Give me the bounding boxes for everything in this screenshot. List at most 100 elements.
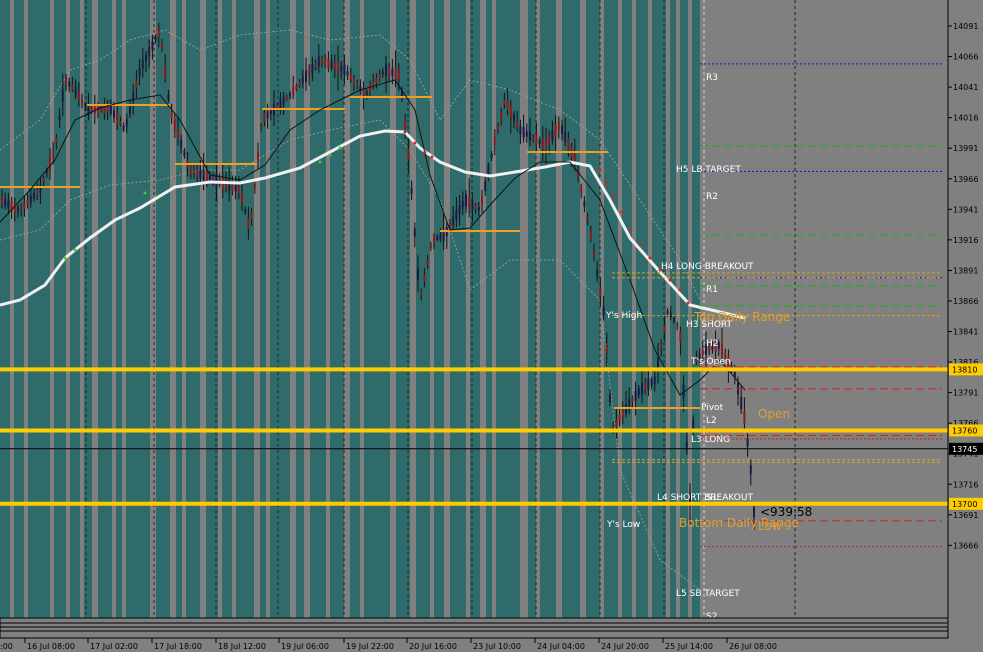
candle-body (669, 312, 672, 317)
candle-body (708, 346, 711, 351)
candle-body (285, 96, 288, 100)
candle-body (545, 138, 547, 150)
candle-body (305, 70, 307, 83)
candle-body (733, 371, 736, 378)
candle-body (727, 356, 730, 368)
ma-green-dot (328, 153, 332, 157)
price-tick-label: 13716 (953, 480, 978, 489)
label-yhigh: Y's High (605, 311, 642, 321)
time-tick-label: 17 Jul 02:00 (90, 642, 138, 651)
session-band (652, 0, 666, 618)
candle-body (397, 69, 400, 80)
candle-body (13, 202, 16, 213)
candle-body (100, 107, 103, 111)
candle-body (154, 37, 157, 41)
candle-body (330, 61, 333, 69)
candle-body (503, 99, 506, 105)
candle-body (7, 199, 10, 209)
candle-body (365, 90, 368, 95)
candle-body (359, 86, 362, 92)
candle-body (497, 125, 499, 131)
session-band (622, 0, 632, 618)
time-tick-label: 20 Jul 16:00 (409, 642, 457, 651)
candle-body (657, 358, 659, 370)
candle-body (356, 83, 359, 87)
candle-body (157, 27, 160, 38)
candle-body (266, 111, 269, 119)
candle-body (260, 125, 263, 129)
price-tick-label: 13991 (953, 144, 978, 153)
price-tag-box (949, 363, 983, 376)
candle-body (583, 201, 586, 207)
white-moving-average (0, 129, 746, 320)
candle-body (589, 230, 592, 240)
candle-body (391, 68, 394, 77)
candle-body (36, 190, 39, 196)
candle-body (724, 353, 727, 358)
candle-body (605, 343, 608, 354)
candle-body (183, 150, 186, 157)
candle-body (650, 379, 653, 386)
candle-body (84, 104, 87, 108)
candle-body (93, 105, 96, 114)
candle-body (378, 74, 381, 80)
candle-body (375, 78, 378, 84)
label-r1: R1 (706, 285, 718, 295)
session-band (296, 0, 304, 618)
price-axis: 14091 14066 14041 14016 13991 13966 13941 13916… (948, 22, 983, 550)
candle-body (420, 292, 423, 296)
label-open: Open (758, 407, 790, 421)
session-band (156, 0, 170, 618)
candle-body (81, 98, 83, 103)
price-tag-label: 13700 (952, 500, 977, 509)
candle-body (202, 169, 205, 182)
session-band (416, 0, 430, 618)
label-low: Low (758, 519, 782, 533)
session-band (126, 0, 150, 618)
candle-body (436, 236, 439, 240)
price-tick-label: 14016 (953, 114, 978, 123)
ma-green-dot (73, 248, 77, 252)
label-h5: H5 LB TARGET (676, 165, 741, 175)
candle-body (33, 192, 35, 200)
level-labels: R3 H5 LB TARGET R2 H4 LONG BREAKOUT R1 Y… (605, 73, 812, 622)
candle-body (388, 66, 391, 77)
candle-body (77, 92, 80, 100)
candle-body (346, 71, 349, 76)
session-band (14, 0, 24, 618)
candle-body (129, 106, 131, 114)
moving-averages (0, 79, 746, 396)
candle-body (538, 139, 541, 144)
price-tick-label: 13916 (953, 236, 978, 245)
label-h3: H3 SHORT (686, 320, 733, 330)
candle-body (666, 310, 669, 314)
time-tick-label: 24 Jul 20:00 (601, 642, 649, 651)
session-band (540, 0, 556, 618)
price-tag-label: 13760 (952, 426, 977, 435)
session-band (206, 0, 218, 618)
candle-body (231, 182, 234, 192)
time-tick-label: 19 Jul 06:00 (281, 642, 329, 651)
candle-body (660, 344, 663, 350)
candle-body (586, 216, 589, 222)
candle-body (449, 223, 451, 229)
candle-body (298, 81, 301, 86)
candle-body (615, 419, 618, 428)
ma-green-dot (318, 160, 322, 164)
candle-body (45, 170, 48, 174)
candle-body (381, 71, 384, 75)
ma-red-dot (638, 243, 642, 247)
candle-body (429, 243, 432, 249)
session-band (236, 0, 254, 618)
time-tick-label: 25 Jul 14:00 (665, 642, 713, 651)
session-band (98, 0, 112, 618)
candle-body (106, 103, 109, 113)
session-band (310, 0, 326, 618)
label-ts-open: T's Open (690, 357, 731, 367)
candle-body (541, 138, 544, 149)
candle-body (55, 137, 58, 143)
candle-body (138, 67, 141, 76)
candle-body (212, 176, 215, 183)
session-band (84, 0, 92, 618)
